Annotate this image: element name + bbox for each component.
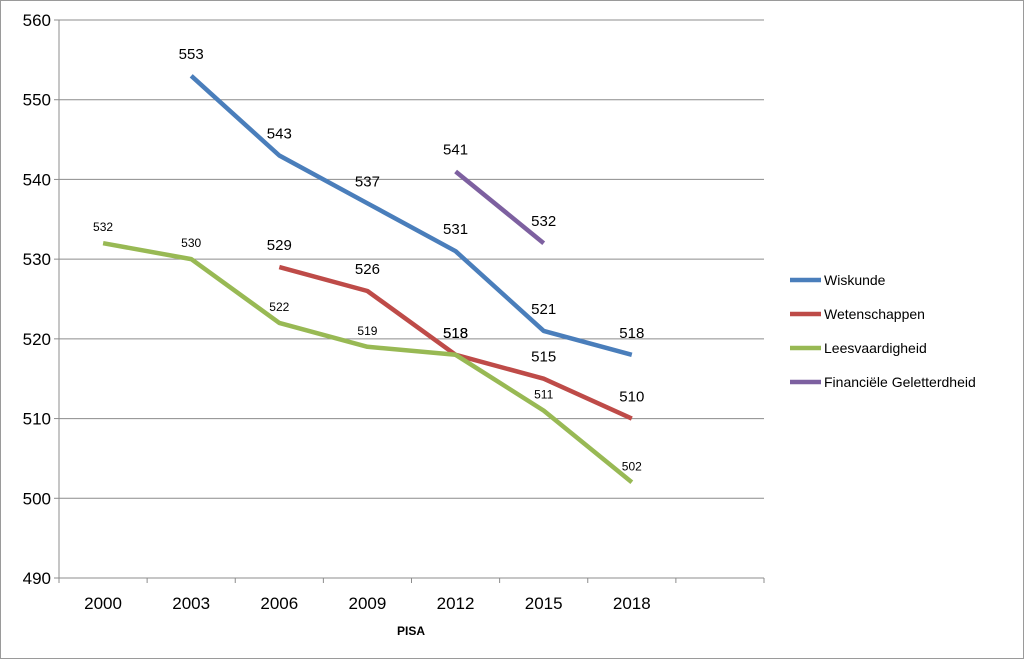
legend-label: Leesvaardigheid <box>824 340 927 356</box>
legend: Wiskunde Wetenschappen Leesvaardigheid Fina… <box>790 272 976 390</box>
data-label: 515 <box>531 349 556 366</box>
series-line-2 <box>278 264 633 421</box>
y-tick-label: 560 <box>23 11 51 30</box>
data-label: 511 <box>534 388 553 402</box>
axes <box>54 19 765 583</box>
x-tick-label: 2012 <box>437 594 475 613</box>
data-label: 529 <box>267 237 292 254</box>
data-label: 541 <box>443 141 468 158</box>
x-tick-label: 2018 <box>613 594 651 613</box>
legend-label: Wetenschappen <box>824 306 925 322</box>
data-label: 522 <box>269 300 289 314</box>
y-tick-label: 490 <box>23 569 51 588</box>
gridlines <box>59 19 764 499</box>
data-label: 532 <box>93 220 113 234</box>
y-tick-labels: 490 500 510 520 530 540 550 560 <box>23 11 51 588</box>
data-label: 537 <box>355 173 380 190</box>
data-label: 553 <box>179 46 204 63</box>
data-label: 521 <box>531 301 556 318</box>
data-label: 510 <box>619 389 644 406</box>
series-line-1 <box>189 74 633 357</box>
x-tick-labels: 2000 2003 2006 2009 2012 2015 2018 <box>84 594 651 613</box>
series-line-4 <box>454 169 546 245</box>
data-label: 502 <box>622 459 642 473</box>
y-tick-label: 520 <box>23 330 51 349</box>
legend-label: Wiskunde <box>824 272 886 288</box>
y-tick-label: 550 <box>23 91 51 110</box>
data-label: 526 <box>355 261 380 278</box>
x-axis-title: PISA <box>397 624 425 638</box>
data-label: 518 <box>443 325 468 342</box>
y-tick-label: 540 <box>23 170 51 189</box>
x-tick-label: 2003 <box>172 594 210 613</box>
series-line-3 <box>102 240 634 485</box>
y-tick-label: 510 <box>23 410 51 429</box>
legend-label: Financiële Geletterdheid <box>824 374 976 390</box>
data-label: 530 <box>181 236 201 250</box>
data-label: 518 <box>443 325 468 342</box>
y-tick-label: 500 <box>23 489 51 508</box>
series-lines <box>102 74 634 485</box>
data-label: 518 <box>619 325 644 342</box>
x-tick-label: 2009 <box>349 594 387 613</box>
x-tick-label: 2000 <box>84 594 122 613</box>
data-label: 531 <box>443 221 468 238</box>
x-tick-label: 2015 <box>525 594 563 613</box>
y-tick-label: 530 <box>23 250 51 269</box>
x-tick-label: 2006 <box>260 594 298 613</box>
data-labels: 553 543 537 531 521 518 529 526 518 515 510 532 530 5… <box>93 46 644 474</box>
data-label: 519 <box>357 324 377 338</box>
data-label: 543 <box>267 126 292 143</box>
data-label: 532 <box>531 213 556 230</box>
